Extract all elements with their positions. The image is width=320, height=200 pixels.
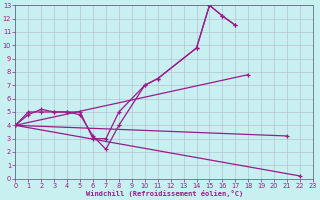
X-axis label: Windchill (Refroidissement éolien,°C): Windchill (Refroidissement éolien,°C) bbox=[85, 190, 243, 197]
